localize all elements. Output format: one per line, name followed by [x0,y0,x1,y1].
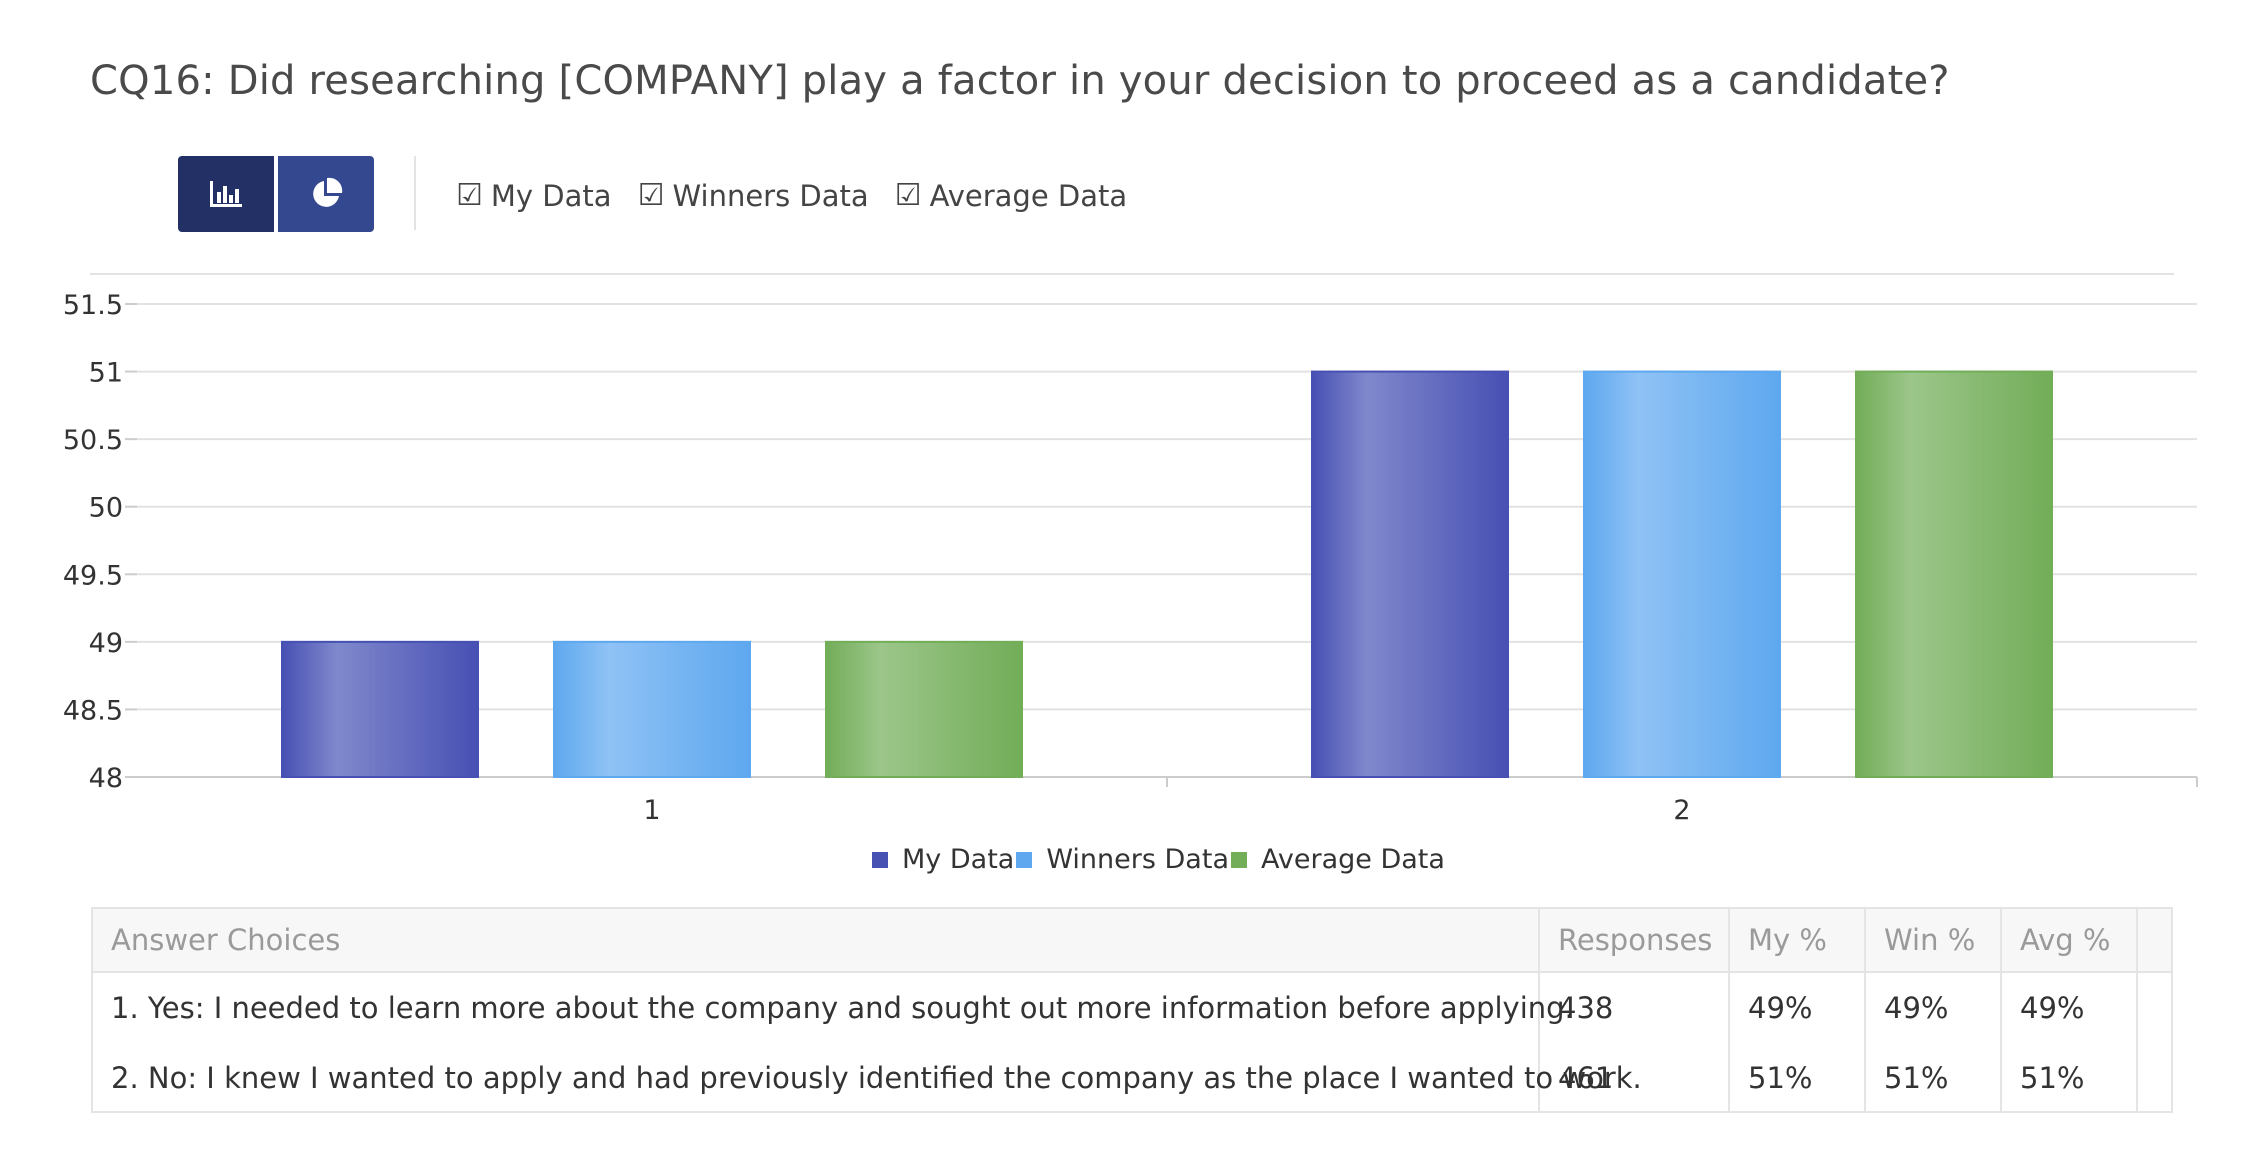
legend-item-my-data[interactable]: My Data [872,844,1014,875]
table-row: 2. No: I knew I wanted to apply and had … [93,1043,2171,1113]
y-tick-label: 48 [89,763,123,794]
bar-average-data-2[interactable] [1855,370,2053,778]
toggle-average-data[interactable]: ☑ Average Data [895,178,1127,213]
column-header-extra [2138,909,2171,971]
bar-my-data-1[interactable] [281,640,479,778]
y-tick-label: 51 [89,358,123,389]
bar-winners-data-2[interactable] [1583,370,1781,778]
answers-table: Answer Choices Responses My % Win % Avg … [91,907,2173,1113]
legend-item-average-data[interactable]: Average Data [1231,844,1445,875]
bar-chart-icon [210,181,242,207]
responses-cell: 438 [1540,973,1730,1043]
pie-chart-icon [313,177,343,207]
pie-chart-button[interactable] [278,156,374,232]
bar-winners-data-1[interactable] [553,640,751,778]
y-tick-label: 48.5 [63,695,123,726]
avg-percent-cell: 49% [2002,973,2138,1043]
toggle-winners-data[interactable]: ☑ Winners Data [638,178,869,213]
legend-swatch [1231,851,1247,868]
column-header-answer-choices[interactable]: Answer Choices [93,909,1540,971]
x-tick-label: 2 [1673,795,1690,826]
checkbox-icon[interactable]: ☑ [456,178,483,213]
legend-label: Winners Data [1046,844,1229,875]
bar-my-data-2[interactable] [1311,370,1509,778]
table-header: Answer Choices Responses My % Win % Avg … [93,909,2171,973]
win-percent-cell: 49% [1866,973,2002,1043]
y-tick-label: 49.5 [63,560,123,591]
avg-percent-cell: 51% [2002,1043,2138,1113]
column-header-responses[interactable]: Responses [1540,909,1730,971]
column-header-avg-percent[interactable]: Avg % [2002,909,2138,971]
y-tick-label: 51.5 [63,290,123,321]
legend-label: Average Data [1261,844,1445,875]
my-percent-cell: 49% [1730,973,1866,1043]
bar-chart: 48 48.5 49 49.5 50 50.5 51 51.5 1 2 [63,290,2198,826]
legend-label: My Data [902,844,1015,875]
x-tick-label: 1 [643,795,660,826]
empty-cell [2138,973,2171,1043]
column-header-my-percent[interactable]: My % [1730,909,1866,971]
column-header-win-percent[interactable]: Win % [1866,909,2002,971]
series-toggles: ☑ My Data ☑ Winners Data ☑ Average Data [456,178,1127,213]
chart-type-switch [178,156,374,232]
checkbox-icon[interactable]: ☑ [637,178,665,213]
legend-swatch [1016,851,1033,868]
legend-item-winners-data[interactable]: Winners Data [1016,844,1229,875]
answer-choice-cell: 1. Yes: I needed to learn more about the… [93,973,1574,1043]
checkbox-icon[interactable]: ☑ [894,178,922,213]
win-percent-cell: 51% [1866,1043,2002,1113]
header-divider [90,273,2174,275]
bar-average-data-1[interactable] [825,640,1023,778]
toggle-label: Average Data [929,178,1128,213]
bar-chart-button[interactable] [178,156,274,232]
y-tick-label: 49 [89,628,123,659]
responses-cell: 461 [1540,1043,1730,1113]
chart-legend: My Data Winners Data Average Data [872,844,1447,875]
toolbar-divider [414,156,416,230]
y-tick-label: 50 [89,493,123,524]
page-title: CQ16: Did researching [COMPANY] play a f… [90,58,1950,104]
table-row: 1. Yes: I needed to learn more about the… [93,973,2171,1043]
answer-choice-cell: 2. No: I knew I wanted to apply and had … [93,1043,1642,1113]
empty-cell [2138,1043,2171,1113]
toggle-my-data[interactable]: ☑ My Data [456,178,612,213]
toggle-label: My Data [490,178,612,213]
toggle-label: Winners Data [672,178,869,213]
legend-swatch [872,851,888,868]
y-tick-label: 50.5 [63,425,123,456]
my-percent-cell: 51% [1730,1043,1866,1113]
